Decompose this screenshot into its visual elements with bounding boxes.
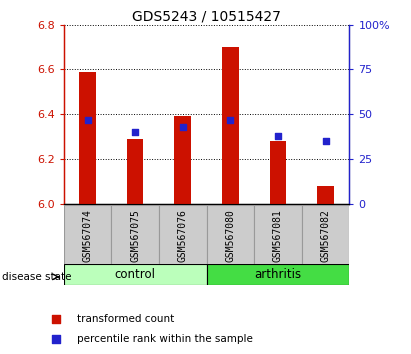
Point [322, 138, 329, 144]
Bar [254, 205, 302, 264]
Point [84, 117, 91, 122]
Bar [127, 139, 143, 204]
Bar [270, 141, 286, 204]
Point [52, 316, 59, 322]
Bar [317, 185, 334, 204]
Text: disease state: disease state [2, 272, 72, 282]
Title: GDS5243 / 10515427: GDS5243 / 10515427 [132, 10, 281, 24]
Point [132, 129, 139, 135]
Bar [64, 205, 111, 264]
Text: percentile rank within the sample: percentile rank within the sample [77, 334, 253, 344]
Text: GSM567074: GSM567074 [83, 209, 92, 262]
Text: arthritis: arthritis [254, 268, 302, 281]
Text: GSM567082: GSM567082 [321, 209, 330, 262]
Bar [206, 205, 254, 264]
Bar [174, 116, 191, 204]
Point [275, 133, 281, 138]
Bar [64, 264, 206, 285]
Text: GSM567076: GSM567076 [178, 209, 188, 262]
Text: GSM567080: GSM567080 [225, 209, 236, 262]
Bar [222, 47, 239, 204]
Bar [111, 205, 159, 264]
Point [52, 337, 59, 342]
Bar [206, 264, 349, 285]
Bar [159, 205, 206, 264]
Bar [302, 205, 349, 264]
Text: control: control [115, 268, 156, 281]
Text: GSM567081: GSM567081 [273, 209, 283, 262]
Text: GSM567075: GSM567075 [130, 209, 140, 262]
Bar [79, 72, 96, 204]
Point [227, 117, 233, 122]
Point [180, 124, 186, 130]
Text: transformed count: transformed count [77, 314, 175, 324]
